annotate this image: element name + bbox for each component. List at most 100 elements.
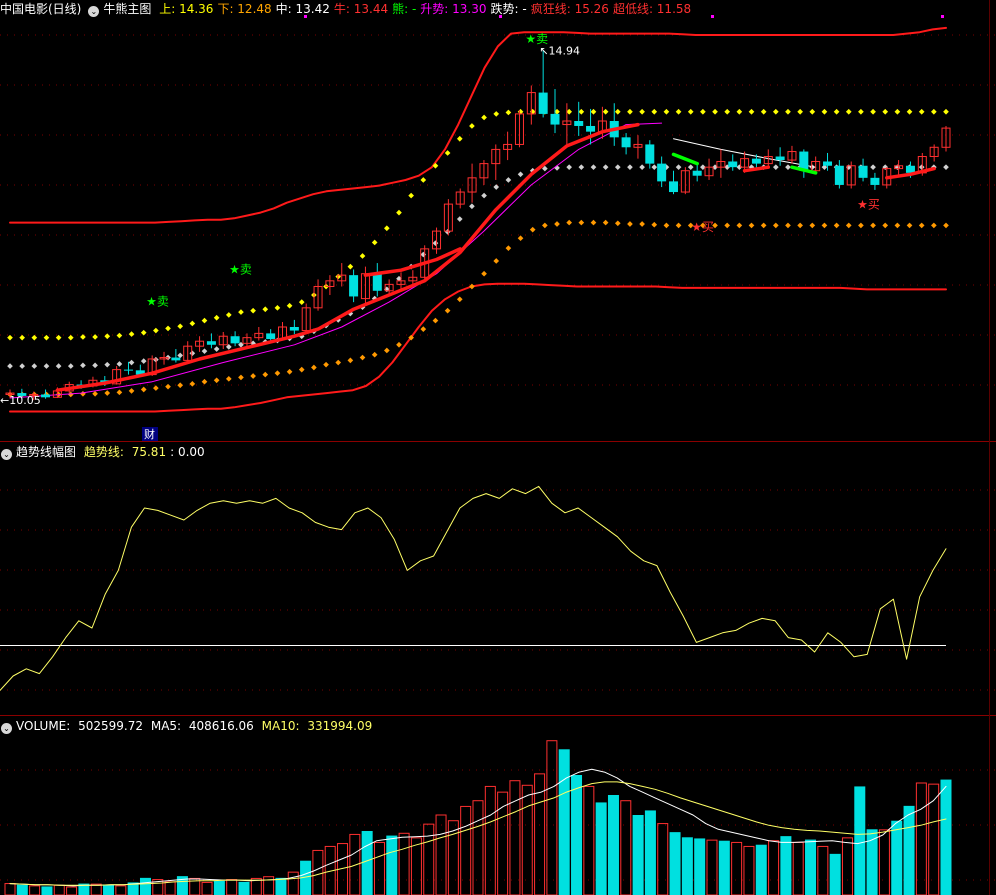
volume-bar bbox=[558, 749, 570, 895]
volume-bar bbox=[509, 780, 521, 895]
candle-body bbox=[740, 158, 750, 168]
candle-body bbox=[443, 203, 453, 232]
lower-dot bbox=[274, 370, 281, 377]
candle-body bbox=[171, 357, 181, 361]
upper-dot bbox=[213, 314, 220, 321]
upper-band-line bbox=[9, 26, 947, 224]
volume-value: 502599.72 bbox=[78, 719, 144, 733]
header-item-0: 上: 14.36 bbox=[159, 2, 214, 16]
upper-dot bbox=[760, 108, 767, 115]
upper-dot bbox=[432, 162, 439, 169]
dropdown-icon[interactable]: ⌄ bbox=[88, 6, 100, 17]
mid-dot bbox=[225, 344, 232, 350]
upper-dot bbox=[55, 334, 62, 341]
volume-ma10-line bbox=[9, 781, 947, 886]
lower-dot bbox=[250, 373, 256, 379]
mid-dot bbox=[566, 164, 572, 171]
trend-up-line bbox=[9, 122, 663, 399]
candle-body bbox=[586, 125, 596, 132]
mid-dot bbox=[894, 164, 901, 171]
bull-line bbox=[363, 247, 462, 277]
low-label: ←10.05 bbox=[0, 394, 41, 407]
lower-band-line bbox=[9, 282, 947, 413]
volume-bar bbox=[854, 786, 866, 895]
mid-dot bbox=[542, 165, 548, 172]
upper-dot bbox=[286, 302, 293, 309]
volume-bar bbox=[669, 832, 681, 895]
pane2-value: 75.81 bbox=[131, 445, 167, 459]
lower-dot bbox=[894, 222, 901, 229]
candle-body bbox=[479, 163, 489, 179]
upper-dot bbox=[298, 299, 305, 305]
candle-body bbox=[550, 113, 560, 125]
lower-dot bbox=[736, 222, 743, 229]
mid-dot bbox=[7, 363, 13, 369]
upper-dot bbox=[821, 108, 828, 115]
lower-dot bbox=[456, 296, 463, 303]
upper-dot bbox=[238, 309, 244, 315]
bull-line bbox=[742, 165, 771, 173]
pane2-label: 趋势线 bbox=[83, 445, 120, 459]
dropdown-icon[interactable]: ⌄ bbox=[1, 723, 12, 734]
stock-name[interactable]: 中国电影(日线) bbox=[0, 2, 82, 16]
volume-ma5-line bbox=[9, 768, 947, 887]
finance-label: 财 bbox=[144, 427, 155, 441]
volume-bar bbox=[176, 876, 188, 895]
candle-body bbox=[834, 165, 844, 185]
upper-dot bbox=[371, 239, 378, 246]
upper-dot bbox=[140, 329, 147, 336]
pane2-header: ⌄ 趋势线幅图 趋势线: 75.81: 0.00 bbox=[0, 444, 209, 460]
volume-bar bbox=[546, 740, 558, 895]
lower-dot bbox=[517, 235, 524, 242]
candle-body bbox=[384, 283, 394, 292]
candle-body bbox=[266, 333, 276, 340]
volume-bar bbox=[620, 800, 632, 895]
volume-bar bbox=[115, 885, 127, 895]
mid-dot bbox=[80, 362, 86, 369]
upper-dot bbox=[469, 123, 475, 129]
upper-dot bbox=[384, 225, 390, 232]
mid-dot bbox=[456, 216, 463, 222]
mid-dot bbox=[614, 164, 621, 171]
trend-line bbox=[0, 485, 947, 691]
volume-bar bbox=[386, 835, 398, 895]
volume-bar bbox=[706, 839, 718, 895]
volume-name[interactable]: VOLUME bbox=[16, 719, 67, 733]
volume-bar bbox=[226, 879, 238, 895]
upper-dot bbox=[772, 108, 779, 115]
mid-dot bbox=[493, 184, 500, 190]
indicator-name[interactable]: 牛熊主图 bbox=[103, 2, 152, 16]
volume-bar bbox=[78, 883, 90, 895]
event-tick bbox=[711, 15, 714, 18]
header-item-8: 超低线: 11.58 bbox=[612, 2, 692, 16]
upper-dot bbox=[481, 114, 487, 121]
header-item-3: 牛: 13.44 bbox=[333, 2, 389, 16]
dropdown-icon[interactable]: ⌄ bbox=[1, 449, 12, 460]
lower-dot bbox=[311, 364, 317, 371]
lower-dot bbox=[906, 222, 913, 229]
mid-dot bbox=[396, 275, 402, 282]
candle-body bbox=[17, 393, 27, 396]
candle-body bbox=[455, 191, 465, 205]
candle-body bbox=[254, 332, 264, 339]
candle-body bbox=[846, 165, 856, 186]
upper-dot bbox=[870, 108, 876, 115]
volume-bar bbox=[103, 884, 115, 895]
volume-bar bbox=[373, 841, 385, 895]
lower-dot bbox=[663, 222, 670, 229]
mid-dot bbox=[639, 164, 645, 171]
volume-bar bbox=[694, 838, 706, 895]
volume-bar bbox=[4, 883, 16, 895]
volume-bar bbox=[164, 881, 176, 895]
upper-dot bbox=[675, 108, 682, 115]
mid-dot bbox=[116, 361, 123, 367]
lower-dot bbox=[201, 378, 208, 385]
candle-body bbox=[206, 341, 216, 345]
candle-body bbox=[313, 286, 323, 309]
lower-dot bbox=[675, 222, 682, 229]
volume-bar bbox=[866, 829, 878, 895]
lower-dot bbox=[760, 222, 767, 229]
upper-dot bbox=[493, 111, 500, 117]
pane2-name[interactable]: 趋势线幅图 bbox=[16, 445, 77, 459]
